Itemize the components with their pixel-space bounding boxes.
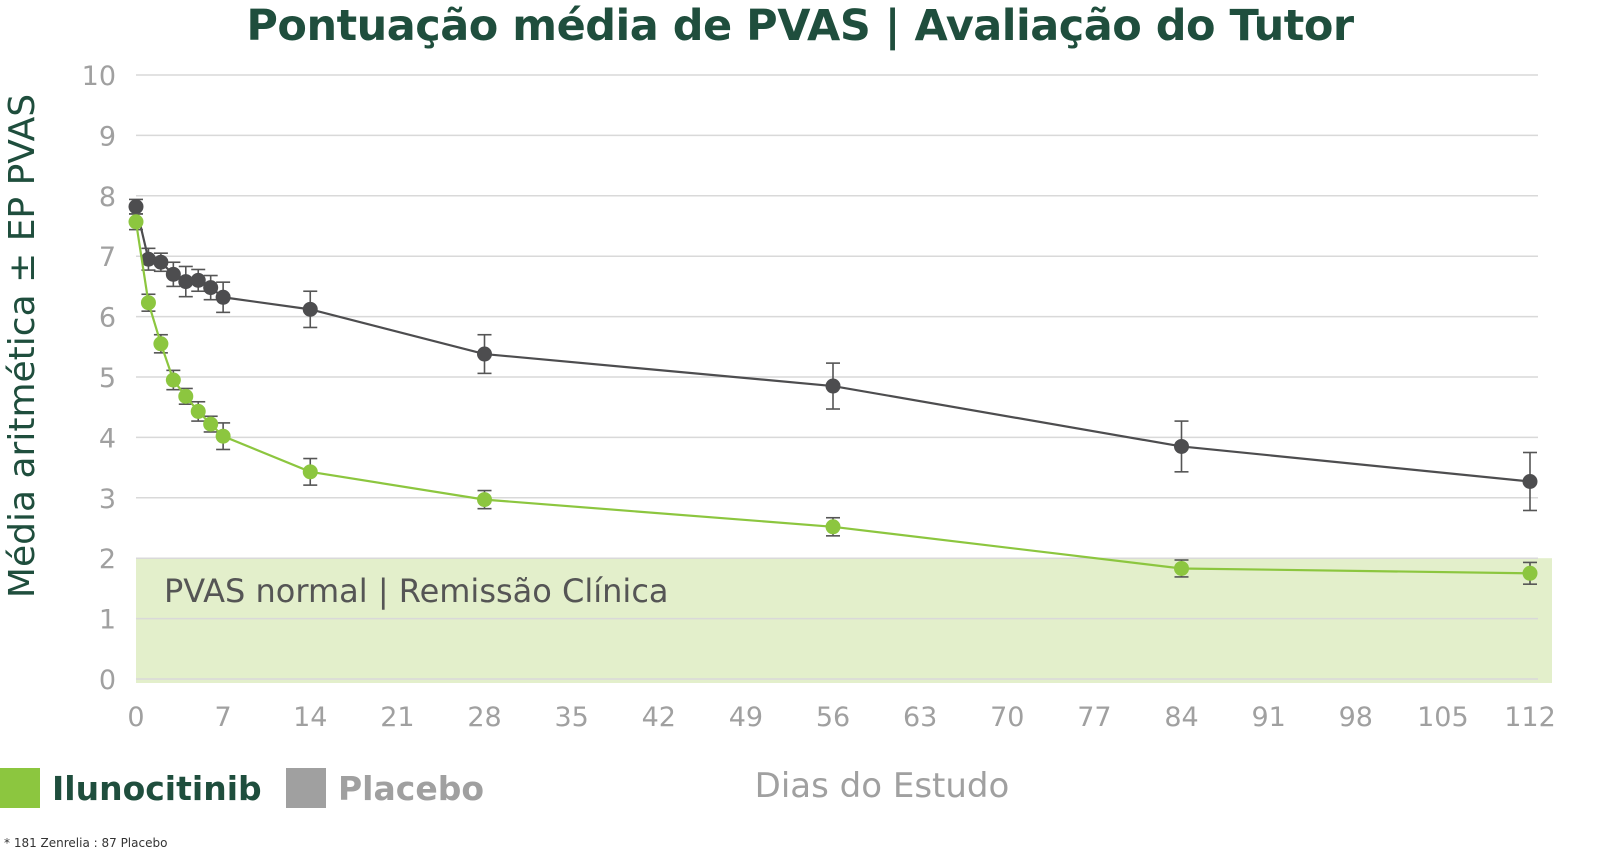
y-tick-label: 9 <box>99 121 116 152</box>
data-point-ilunocitinib <box>477 492 492 508</box>
data-point-placebo <box>140 251 156 267</box>
series-layer <box>128 198 1538 585</box>
data-point-placebo <box>477 346 492 362</box>
y-tick-label: 8 <box>99 182 116 213</box>
x-tick-label: 0 <box>127 702 144 733</box>
data-point-placebo <box>203 280 219 296</box>
series-line-placebo <box>134 206 1531 483</box>
data-point-ilunocitinib <box>128 214 144 230</box>
grid-layer <box>136 74 1538 680</box>
data-point-ilunocitinib <box>1522 565 1538 581</box>
x-tick-label: 49 <box>729 702 763 733</box>
data-point-ilunocitinib <box>203 416 219 432</box>
data-point-placebo <box>215 289 231 305</box>
x-tick-label: 63 <box>903 702 937 733</box>
x-tick-label: 42 <box>642 702 676 733</box>
legend-label-ilunocitinib: Ilunocitinib <box>52 768 262 808</box>
data-point-ilunocitinib <box>178 388 194 404</box>
x-axis-label: Dias do Estudo <box>755 766 1010 806</box>
y-tick-label: 4 <box>99 423 116 454</box>
y-tick-label: 0 <box>99 665 116 696</box>
y-tick-label: 7 <box>99 242 116 273</box>
y-axis-label: Média aritmética ± EP PVAS <box>2 94 43 598</box>
data-point-ilunocitinib <box>153 336 169 352</box>
data-point-placebo <box>128 199 144 215</box>
remission-band <box>136 558 1552 683</box>
data-point-placebo <box>153 254 169 270</box>
x-tick-label: 35 <box>554 702 588 733</box>
remission-band-label: PVAS normal | Remissão Clínica <box>164 572 669 610</box>
x-tick-label: 28 <box>467 702 501 733</box>
footnote: * 181 Zenrelia : 87 Placebo <box>4 836 168 850</box>
y-tick-labels: 0 1 2 3 4 5 6 7 8 9 10 <box>82 61 116 696</box>
remission-band-layer: PVAS normal | Remissão Clínica <box>136 558 1552 683</box>
x-tick-label: 77 <box>1077 702 1111 733</box>
y-tick-label: 3 <box>99 484 116 515</box>
legend-swatch-ilunocitinib <box>0 768 40 808</box>
data-point-ilunocitinib <box>215 428 231 444</box>
data-point-placebo <box>190 272 206 288</box>
x-tick-label: 56 <box>816 702 850 733</box>
data-point-ilunocitinib <box>302 464 318 480</box>
data-point-placebo <box>302 301 318 317</box>
legend-item-ilunocitinib: Ilunocitinib <box>0 766 262 810</box>
chart-title: Pontuação média de PVAS | Avaliação do T… <box>246 1 1354 51</box>
y-tick-label: 2 <box>99 544 116 575</box>
data-point-placebo <box>178 274 194 290</box>
y-tick-label: 10 <box>82 61 116 92</box>
x-tick-label: 91 <box>1251 702 1285 733</box>
x-tick-label: 105 <box>1417 702 1469 733</box>
legend-label-placebo: Placebo <box>338 768 485 808</box>
data-point-placebo <box>1522 473 1538 489</box>
series-placebo <box>128 198 1538 512</box>
data-point-ilunocitinib <box>825 519 841 535</box>
x-tick-label: 112 <box>1504 702 1556 733</box>
x-tick-label: 84 <box>1164 702 1198 733</box>
legend-item-placebo: Placebo <box>286 766 484 810</box>
y-tick-label: 1 <box>99 605 116 636</box>
x-tick-label: 98 <box>1339 702 1373 733</box>
y-tick-label: 6 <box>99 303 116 334</box>
x-tick-label: 7 <box>215 702 232 733</box>
data-point-placebo <box>165 266 181 282</box>
series-ilunocitinib <box>128 213 1538 585</box>
data-point-ilunocitinib <box>165 372 181 388</box>
data-point-ilunocitinib <box>1174 560 1189 576</box>
data-point-placebo <box>825 378 841 394</box>
data-point-ilunocitinib <box>190 403 206 419</box>
x-tick-label: 14 <box>293 702 327 733</box>
data-point-placebo <box>1174 438 1189 454</box>
legend-swatch-placebo <box>286 768 326 808</box>
x-tick-labels: 0 7 14 21 28 35 42 49 56 63 70 77 84 91 98 105 112 <box>127 702 1555 733</box>
x-tick-label: 70 <box>990 702 1024 733</box>
y-tick-label: 5 <box>99 363 116 394</box>
data-point-ilunocitinib <box>140 295 156 311</box>
x-tick-label: 21 <box>380 702 414 733</box>
